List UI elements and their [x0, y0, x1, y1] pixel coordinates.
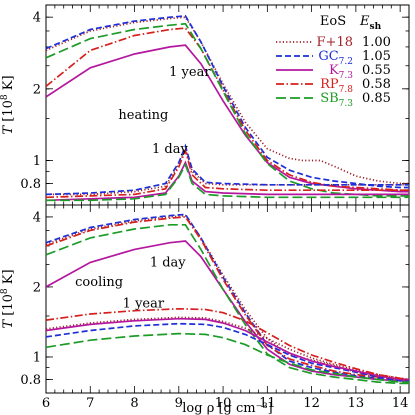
y-tick-label: 0.8	[20, 177, 41, 192]
series-line-k-1day	[46, 160, 409, 202]
y-axis-label: T [108 K]	[0, 269, 16, 328]
annotation: 1 day	[152, 142, 188, 157]
legend-entry-esh: 0.85	[362, 91, 391, 106]
y-tick-label: 0.8	[20, 373, 41, 388]
x-tick-label: 12	[303, 396, 320, 411]
legend-entry-name: K7.3	[329, 63, 353, 81]
series-line-k-1year	[46, 44, 409, 193]
legend-entry-esh: 1.00	[362, 35, 391, 50]
legend-entry-name: GC7.2	[318, 49, 353, 67]
annotation: 1 year	[169, 65, 211, 80]
series-line-gc-1day	[46, 213, 409, 382]
legend-entry-esh: 1.05	[362, 49, 391, 64]
series-line-gc-1day	[46, 143, 409, 196]
x-tick-label: 11	[259, 396, 276, 411]
series-line-k-1year	[46, 317, 409, 381]
legend-header-esh: Esh	[359, 14, 382, 32]
plot-frame	[45, 204, 410, 394]
x-tick-label: 14	[392, 396, 409, 411]
legend: EoS Esh F+18 1.00 GC7.2 1.05 K7.3 0.55 RP7.8 0.58…	[276, 14, 391, 109]
y-tick-label: 1	[33, 350, 41, 365]
x-axis-label: log ρ [g cm⁻³]	[182, 401, 273, 415]
annotation: cooling	[75, 275, 123, 290]
x-tick-label: 13	[348, 396, 365, 411]
y-axis-label: T [108 K]	[0, 75, 16, 134]
series-line-sb-1day	[46, 162, 409, 202]
legend-header-eos: EoS	[320, 14, 346, 29]
series-line-f18-1day	[46, 146, 409, 196]
series-line-rp-1year	[46, 27, 409, 192]
x-tick-label: 10	[215, 396, 232, 411]
annotation: 1 day	[150, 255, 186, 270]
annotation: 1 year	[123, 296, 165, 311]
top-panel: 0.8 1 2 4 T [108 K] 1 year heating 1 day	[0, 4, 410, 206]
x-tick-label: 7	[86, 396, 94, 411]
series-line-sb-1year	[46, 22, 409, 197]
legend-entry-esh: 0.55	[362, 63, 391, 78]
series-line-gc-1year	[46, 322, 409, 382]
legend-entry-esh: 0.58	[362, 77, 391, 92]
series-line-f18-1year	[46, 16, 409, 185]
series-line-f18-1year	[46, 316, 409, 381]
plot-frame	[45, 4, 410, 206]
legend-entry-name: RP7.8	[320, 77, 353, 95]
series-line-rp-1year	[46, 307, 409, 381]
series-line-gc-1year	[46, 15, 409, 189]
y-tick-label: 1	[33, 154, 41, 169]
x-tick-label: 9	[175, 396, 183, 411]
series-line-rp-1day	[46, 147, 409, 199]
legend-entry-name: F+18	[317, 35, 353, 50]
y-tick-label: 4	[33, 210, 41, 225]
series-line-sb-1year	[46, 332, 409, 383]
legend-entry-name: SB7.3	[320, 91, 353, 109]
x-tick-label: 6	[42, 396, 50, 411]
y-tick-label: 4	[33, 11, 41, 26]
series-line-rp-1day	[46, 216, 409, 381]
annotation: heating	[118, 108, 168, 123]
y-tick-label: 2	[33, 280, 41, 295]
series-line-k-1day	[46, 240, 409, 382]
x-tick-label: 8	[130, 396, 138, 411]
series-line-sb-1day	[46, 223, 409, 385]
y-tick-label: 2	[33, 82, 41, 97]
